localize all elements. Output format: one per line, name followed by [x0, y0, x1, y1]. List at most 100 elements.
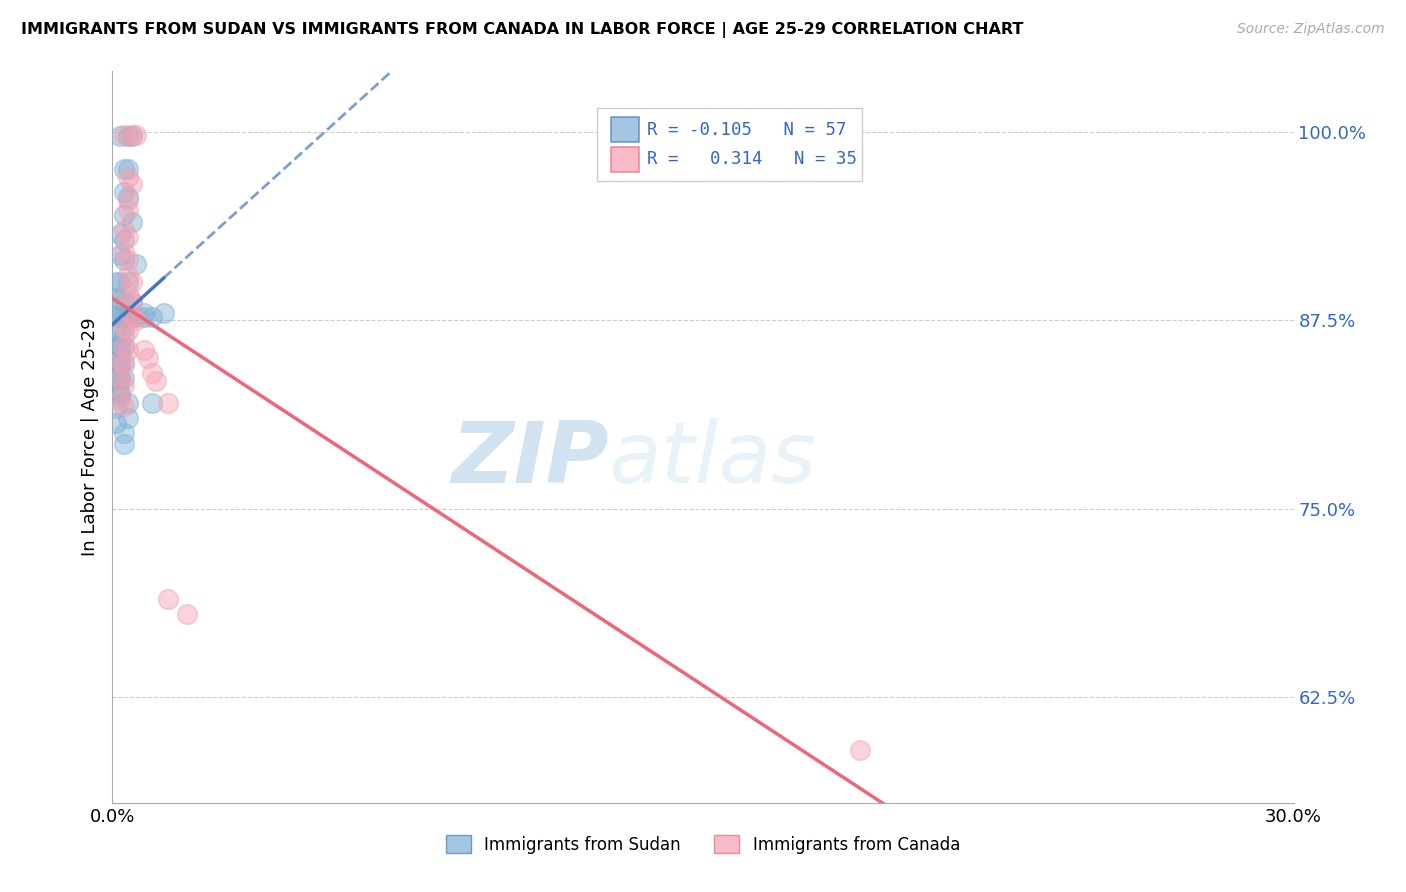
- Point: [112, 399, 135, 413]
- Text: IMMIGRANTS FROM SUDAN VS IMMIGRANTS FROM CANADA IN LABOR FORCE | AGE 25-29 CORRE: IMMIGRANTS FROM SUDAN VS IMMIGRANTS FROM…: [21, 22, 1024, 38]
- Point: [112, 339, 135, 353]
- Point: [117, 324, 139, 338]
- Point: [112, 128, 135, 142]
- Legend: Immigrants from Sudan, Immigrants from Canada: Immigrants from Sudan, Immigrants from C…: [439, 829, 967, 860]
- Point: [110, 310, 132, 325]
- Point: [112, 185, 135, 199]
- Point: [125, 310, 148, 325]
- Point: [117, 169, 139, 184]
- Point: [176, 607, 198, 622]
- Point: [849, 743, 872, 757]
- Point: [121, 309, 143, 323]
- Point: [105, 401, 128, 415]
- Point: [110, 357, 132, 371]
- Point: [132, 306, 155, 320]
- FancyBboxPatch shape: [610, 146, 640, 171]
- Point: [110, 340, 132, 354]
- Point: [110, 325, 132, 339]
- Point: [117, 411, 139, 425]
- Point: [121, 129, 143, 144]
- Point: [121, 293, 143, 308]
- Point: [112, 340, 135, 354]
- Text: ZIP: ZIP: [451, 417, 609, 500]
- Point: [105, 355, 128, 369]
- Point: [117, 193, 139, 207]
- Point: [117, 276, 139, 290]
- Point: [136, 351, 159, 365]
- Point: [110, 385, 132, 400]
- Point: [117, 268, 139, 282]
- Point: [125, 257, 148, 271]
- Point: [117, 203, 139, 218]
- Point: [117, 189, 139, 203]
- Point: [105, 291, 128, 305]
- Point: [112, 320, 135, 334]
- Point: [112, 426, 135, 441]
- Point: [112, 310, 135, 325]
- Point: [112, 437, 135, 451]
- Point: [105, 309, 128, 323]
- Point: [110, 372, 132, 386]
- Point: [105, 324, 128, 338]
- Point: [117, 343, 139, 358]
- Point: [121, 310, 143, 325]
- Point: [112, 295, 135, 310]
- Point: [125, 313, 148, 327]
- Point: [117, 286, 139, 301]
- Point: [132, 343, 155, 358]
- Point: [112, 378, 135, 392]
- Point: [110, 370, 132, 384]
- Point: [110, 393, 132, 408]
- Point: [117, 396, 139, 410]
- Point: [121, 295, 143, 310]
- Point: [132, 310, 155, 325]
- Text: R =   0.314   N = 35: R = 0.314 N = 35: [648, 150, 858, 168]
- Point: [112, 355, 135, 369]
- Point: [121, 276, 143, 290]
- Point: [105, 370, 128, 384]
- Point: [110, 310, 132, 325]
- Point: [156, 592, 179, 607]
- Point: [110, 227, 132, 242]
- Point: [105, 276, 128, 290]
- Point: [145, 374, 167, 388]
- Point: [156, 396, 179, 410]
- Point: [110, 276, 132, 290]
- Point: [141, 396, 163, 410]
- Point: [117, 252, 139, 267]
- Point: [105, 385, 128, 400]
- FancyBboxPatch shape: [596, 108, 862, 181]
- Y-axis label: In Labor Force | Age 25-29: In Labor Force | Age 25-29: [80, 318, 98, 557]
- Point: [110, 248, 132, 262]
- Point: [110, 370, 132, 384]
- Point: [110, 389, 132, 403]
- Point: [112, 359, 135, 373]
- Text: atlas: atlas: [609, 417, 817, 500]
- Point: [110, 129, 132, 144]
- Point: [117, 230, 139, 244]
- Text: Source: ZipAtlas.com: Source: ZipAtlas.com: [1237, 22, 1385, 37]
- Point: [105, 416, 128, 430]
- Point: [141, 366, 163, 380]
- Point: [112, 233, 135, 247]
- Point: [112, 370, 135, 384]
- FancyBboxPatch shape: [610, 118, 640, 143]
- Point: [110, 340, 132, 354]
- Point: [141, 310, 163, 325]
- Point: [121, 178, 143, 192]
- Point: [125, 128, 148, 142]
- Point: [117, 129, 139, 144]
- Point: [112, 208, 135, 222]
- Point: [121, 215, 143, 229]
- Point: [152, 306, 174, 320]
- Point: [117, 162, 139, 177]
- Point: [110, 354, 132, 368]
- Point: [112, 252, 135, 267]
- Point: [112, 162, 135, 177]
- Point: [117, 310, 139, 325]
- Point: [112, 245, 135, 260]
- Point: [112, 223, 135, 237]
- Point: [110, 293, 132, 308]
- Point: [112, 328, 135, 343]
- Point: [105, 339, 128, 353]
